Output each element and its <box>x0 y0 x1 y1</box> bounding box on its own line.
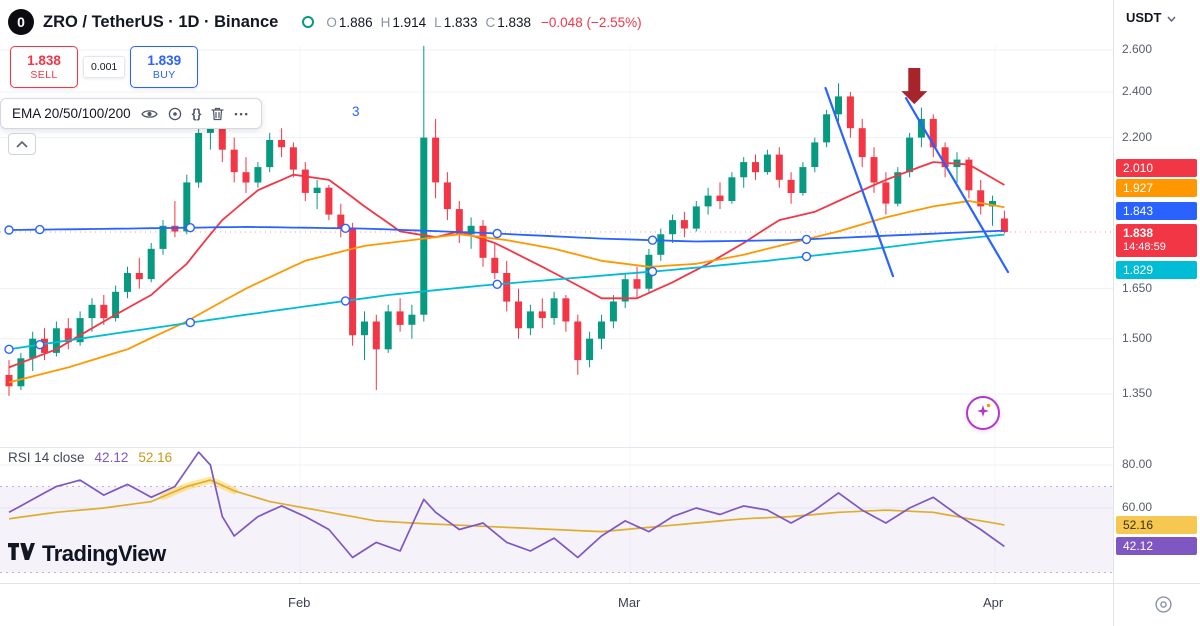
high-label: H <box>380 14 391 30</box>
time-axis-label: Apr <box>983 595 1004 610</box>
sell-button[interactable]: 1.838 SELL <box>10 46 78 88</box>
price-axis-label: 1.650 <box>1122 281 1153 295</box>
rsi-value: 42.12 <box>94 450 129 465</box>
ema-price-badge: 2.010 <box>1116 159 1197 177</box>
last-price-badge: 1.838 14:48:59 <box>1116 224 1197 257</box>
rsi-legend: RSI 14 close 42.12 52.16 <box>8 450 172 465</box>
buy-button[interactable]: 1.839 BUY <box>130 46 199 88</box>
spread-value: 0.001 <box>83 56 126 78</box>
axis-settings-button[interactable] <box>1151 595 1175 619</box>
rsi-axis-label: 80.00 <box>1122 457 1153 471</box>
symbol-title[interactable]: ZRO / TetherUS · 1D · Binance <box>43 12 279 31</box>
time-axis-label: Mar <box>618 595 641 610</box>
watermark-text: TradingView <box>42 541 166 566</box>
price-axis[interactable]: USDT 2.600 2.400 2.200 1.650 1.500 1.350 2.010… <box>1114 0 1200 626</box>
open-value: 1.886 <box>338 14 373 30</box>
low-value: 1.833 <box>443 14 478 30</box>
open-label: O <box>326 14 337 30</box>
rsi-value-badge: 42.12 <box>1116 537 1197 555</box>
sparkle-icon <box>974 402 992 425</box>
chevron-up-icon <box>16 135 28 153</box>
close-value: 1.838 <box>497 14 532 30</box>
time-axis[interactable]: Feb Mar Apr <box>0 584 1200 626</box>
time-axis-border <box>0 583 1200 584</box>
visibility-eye-icon[interactable] <box>140 108 158 120</box>
low-label: L <box>434 14 442 30</box>
tradingview-watermark[interactable]: TradingView <box>8 541 166 567</box>
market-status-icon <box>302 16 315 28</box>
currency-selector[interactable]: USDT <box>1126 10 1176 25</box>
price-axis-label: 2.600 <box>1122 42 1153 56</box>
buy-label: BUY <box>152 69 176 81</box>
price-axis-label: 2.200 <box>1122 130 1153 144</box>
rsi-axis-label: 60.00 <box>1122 500 1153 514</box>
close-label: C <box>485 14 496 30</box>
price-axis-label: 2.400 <box>1122 84 1153 98</box>
more-options-icon[interactable]: ••• <box>234 108 250 119</box>
ohlc-readout: O 1.886 H 1.914 L 1.833 C 1.838 −0.048 (… <box>326 15 641 30</box>
tradingview-logo-icon <box>8 543 35 565</box>
change-value: −0.048 (−2.55%) <box>541 14 642 30</box>
indicator-title[interactable]: EMA 20/50/100/200 <box>12 106 131 121</box>
magic-ai-button[interactable] <box>966 396 1000 430</box>
time-axis-label: Feb <box>288 595 311 610</box>
delete-icon[interactable] <box>211 107 224 121</box>
axis-border <box>1113 0 1114 626</box>
high-value: 1.914 <box>392 14 427 30</box>
currency-label: USDT <box>1126 10 1162 25</box>
source-code-icon[interactable]: {} <box>191 106 202 121</box>
sell-label: SELL <box>30 69 58 81</box>
gear-circle-icon <box>1154 595 1173 619</box>
ema-price-badge: 1.927 <box>1116 179 1197 197</box>
indicator-legend-toolbar: EMA 20/50/100/200 {} ••• <box>0 98 262 129</box>
ema-price-badge: 1.829 <box>1116 261 1197 279</box>
symbol-logo-glyph: 0 <box>17 14 25 30</box>
settings-target-icon[interactable] <box>168 107 182 121</box>
ema-price-badge: 1.843 <box>1116 202 1197 220</box>
rsi-ma-value: 52.16 <box>138 450 173 465</box>
rsi-value-badge: 52.16 <box>1116 516 1197 534</box>
chevron-down-icon <box>1167 10 1176 25</box>
price-axis-label: 1.350 <box>1122 386 1153 400</box>
collapse-pane-button[interactable] <box>8 133 36 155</box>
price-axis-label: 1.500 <box>1122 331 1153 345</box>
header: 0 ZRO / TetherUS · 1D · Binance O 1.886 … <box>0 0 1118 44</box>
buy-price: 1.839 <box>147 53 182 68</box>
indicator-partial-value: 3 <box>352 104 360 119</box>
trade-widget: 1.838 SELL 0.001 1.839 BUY <box>10 46 199 88</box>
rsi-title[interactable]: RSI 14 close <box>8 450 85 465</box>
symbol-logo: 0 <box>8 9 34 35</box>
pane-divider[interactable] <box>0 447 1200 448</box>
sell-price: 1.838 <box>27 53 61 68</box>
